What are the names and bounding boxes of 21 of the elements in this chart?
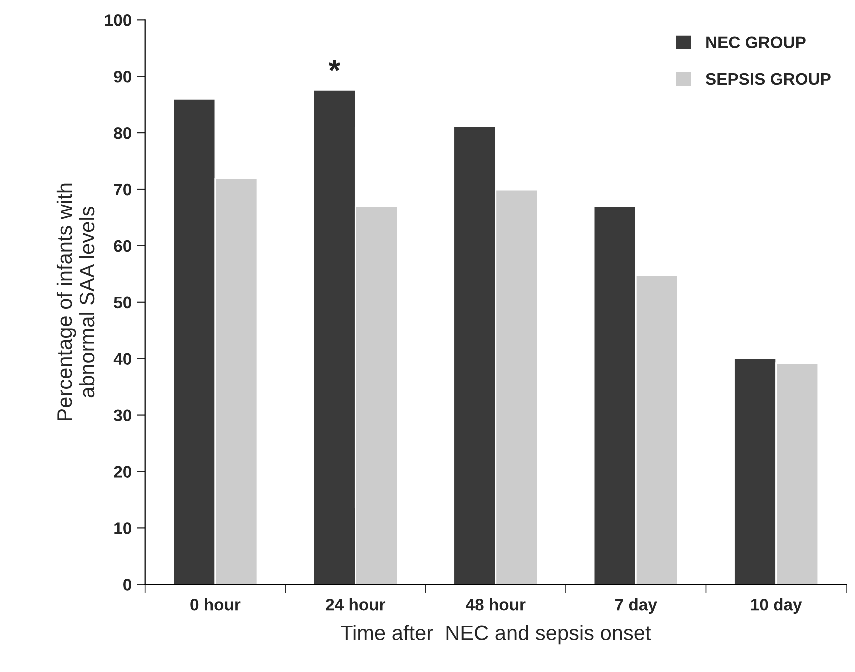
legend-label: SEPSIS GROUP [706,73,831,86]
y-tick-label: 100 [105,14,132,26]
annotation: * [328,60,341,72]
legend-label: NEC GROUP [706,36,806,48]
y-tick-label: 40 [114,353,132,366]
y-tick-label: 20 [114,466,132,478]
x-axis-title: Time after NEC and sepsis onset [341,625,652,645]
y-axis-title: Percentage of infants with abnormal SAA levels [56,184,95,421]
y-tick-label: 90 [114,71,132,83]
y-tick-label: 10 [114,522,132,534]
x-tick-label: 48 hour [466,598,526,611]
y-tick-label: 80 [114,127,132,140]
x-tick-label: 0 hour [190,598,241,611]
y-tick-label: 60 [114,240,132,252]
y-tick-label: 0 [124,579,132,591]
y-tick-label: 50 [114,296,132,309]
x-tick-label: 24 hour [326,598,386,611]
x-tick-label: 7 day [616,598,658,614]
y-tick-label: 70 [114,184,132,196]
x-tick-label: 10 day [751,598,802,614]
y-tick-label: 30 [114,410,132,422]
